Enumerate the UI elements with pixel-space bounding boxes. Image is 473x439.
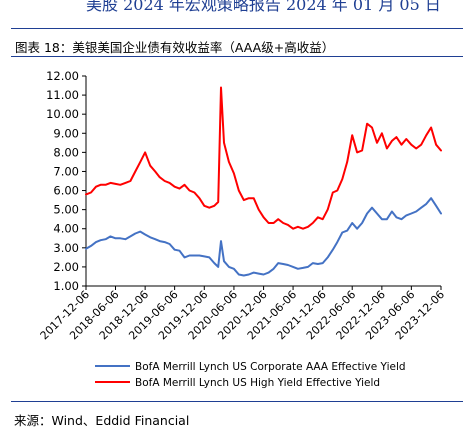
series-line-aaa-yield: [85, 197, 442, 277]
title-top-rule: [11, 28, 463, 29]
y-tick-label: 7.00: [53, 164, 79, 178]
y-tick-label: 8.00: [53, 145, 79, 159]
legend: BofA Merrill Lynch US Corporate AAA Effe…: [95, 361, 406, 389]
y-tick-label: 6.00: [53, 184, 79, 198]
series-layer: [85, 86, 442, 277]
title-bottom-rule: [11, 56, 463, 57]
y-tick-label: 9.00: [53, 126, 79, 140]
y-axis: 1.00 2.00 3.00 4.00 5.00 6.00 7.00 8.00 9.00 10.0…: [46, 69, 87, 293]
y-tick-label: 4.00: [53, 222, 79, 236]
y-tick-label: 11.00: [46, 88, 79, 102]
figure-title: 图表 18：美银美国企业债有效收益率（AAA级+高收益）: [15, 40, 335, 55]
page-header: 美股 2024 年宏观策略报告 2024 年 01 月 05 日: [0, 0, 473, 24]
y-tick-label: 3.00: [53, 241, 79, 255]
y-tick-label: 1.00: [53, 279, 79, 293]
y-tick-label: 10.00: [46, 107, 79, 121]
legend-label: BofA Merrill Lynch US High Yield Effecti…: [135, 377, 380, 389]
source-top-rule: [11, 401, 463, 402]
legend-label: BofA Merrill Lynch US Corporate AAA Effe…: [135, 361, 406, 373]
source-note: 来源：Wind、Eddid Financial: [14, 413, 190, 428]
y-tick-label: 5.00: [53, 203, 79, 217]
y-tick-label: 12.00: [46, 69, 79, 83]
x-axis: 2017-12-062018-06-062018-12-062019-06-06…: [38, 285, 447, 342]
series-line-high-yield: [85, 86, 442, 230]
y-tick-label: 2.00: [53, 260, 79, 274]
page-header-text: 美股 2024 年宏观策略报告 2024 年 01 月 05 日: [86, 0, 441, 14]
